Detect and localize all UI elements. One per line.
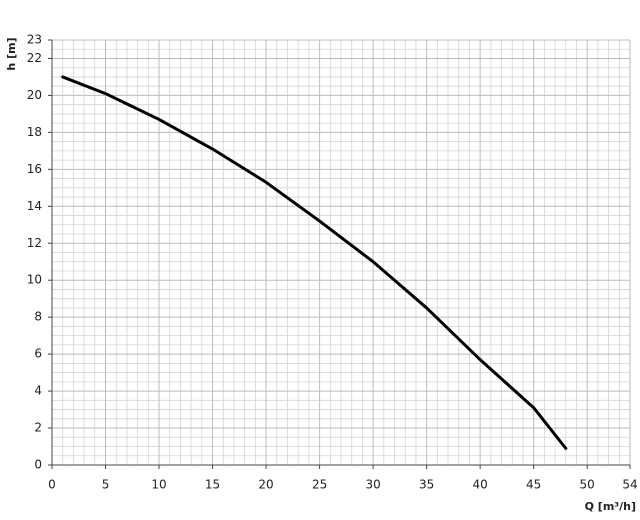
x-axis-title: Q [m³/h] [585,500,636,513]
y-tick-label: 16 [27,162,42,176]
x-tick-label: 5 [102,478,110,492]
x-tick-label: 20 [258,478,273,492]
y-tick-label: 4 [34,384,42,398]
y-tick-label: 8 [34,310,42,324]
x-tick-label: 54 [622,478,637,492]
y-axis-title: h [m] [5,37,18,70]
y-tick-label: 12 [27,236,42,250]
x-tick-label: 45 [526,478,541,492]
y-tick-label: 18 [27,125,42,139]
x-tick-label: 10 [151,478,166,492]
x-tick-label: 30 [365,478,380,492]
y-tick-label: 10 [27,273,42,287]
x-tick-label: 40 [473,478,488,492]
y-tick-label: 23 [27,33,42,47]
x-tick-label: 0 [48,478,56,492]
x-tick-label: 35 [419,478,434,492]
y-tick-label: 6 [34,347,42,361]
x-tick-label: 25 [312,478,327,492]
y-tick-label: 20 [27,88,42,102]
curve [61,75,568,450]
x-tick-label: 50 [580,478,595,492]
y-tick-label: 0 [34,458,42,472]
y-tick-label: 2 [34,421,42,435]
y-tick-label: 22 [27,51,42,65]
y-tick-label: 14 [27,199,42,213]
x-tick-label: 15 [205,478,220,492]
